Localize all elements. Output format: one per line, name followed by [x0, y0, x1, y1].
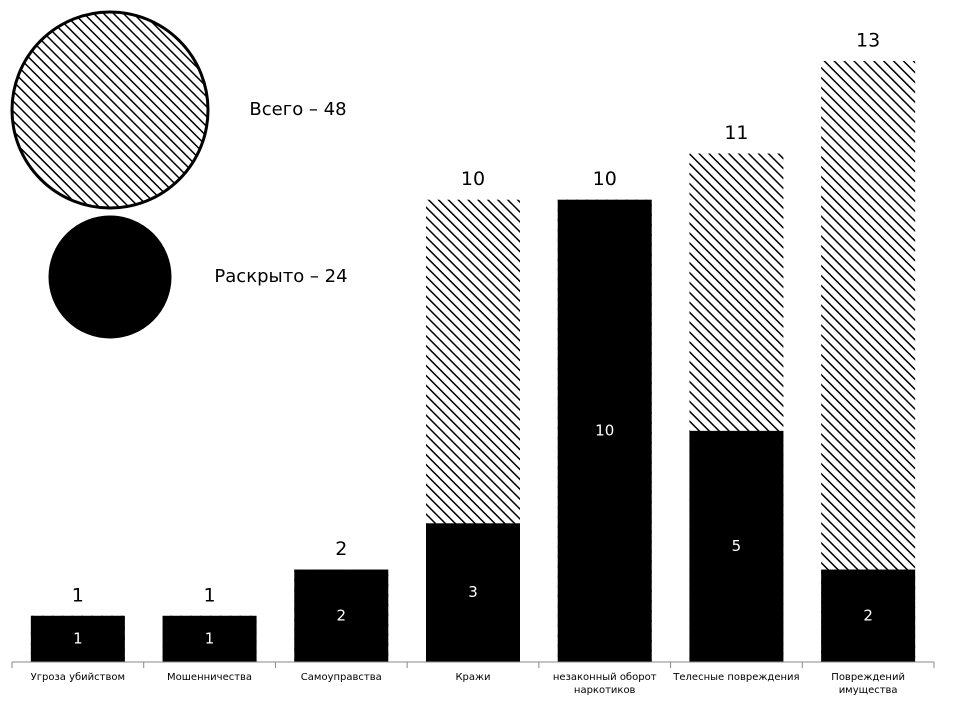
value-label: 1 — [205, 629, 215, 647]
bar — [30, 615, 125, 662]
bar — [557, 199, 652, 662]
bar — [294, 569, 389, 662]
bar — [821, 61, 916, 662]
value-label: 1 — [72, 584, 84, 606]
value-label: 11 — [724, 122, 748, 144]
value-label: 10 — [461, 168, 485, 190]
value-label: 13 — [856, 30, 880, 52]
value-label: 1 — [204, 584, 216, 606]
value-label: 2 — [337, 606, 347, 624]
x-tick-label: Повреждений имущества — [831, 672, 905, 696]
value-label: 10 — [593, 168, 617, 190]
x-tick-label: незаконный оборот наркотиков — [552, 672, 657, 696]
x-tick-label: Угроза убийством — [30, 672, 126, 683]
legend-swatch — [48, 215, 172, 339]
x-tick-label: Телесные повреждения — [673, 672, 800, 683]
value-label: 3 — [468, 583, 478, 601]
value-label: 1 — [73, 629, 83, 647]
value-label: 2 — [863, 606, 873, 624]
legend-label: Раскрыто – 24 — [214, 266, 347, 287]
bar — [689, 430, 784, 662]
bar — [162, 615, 257, 662]
legend-label: Всего – 48 — [249, 99, 346, 120]
x-tick-label: Мошенничества — [167, 672, 253, 683]
value-label: 10 — [595, 421, 614, 439]
bar — [426, 523, 520, 662]
value-label: 2 — [335, 538, 347, 560]
x-tick-label: Самоуправства — [300, 672, 382, 683]
value-label: 5 — [732, 537, 742, 555]
legend-swatch — [10, 10, 210, 210]
x-tick-label: Кражи — [455, 672, 491, 683]
bar — [821, 569, 916, 662]
